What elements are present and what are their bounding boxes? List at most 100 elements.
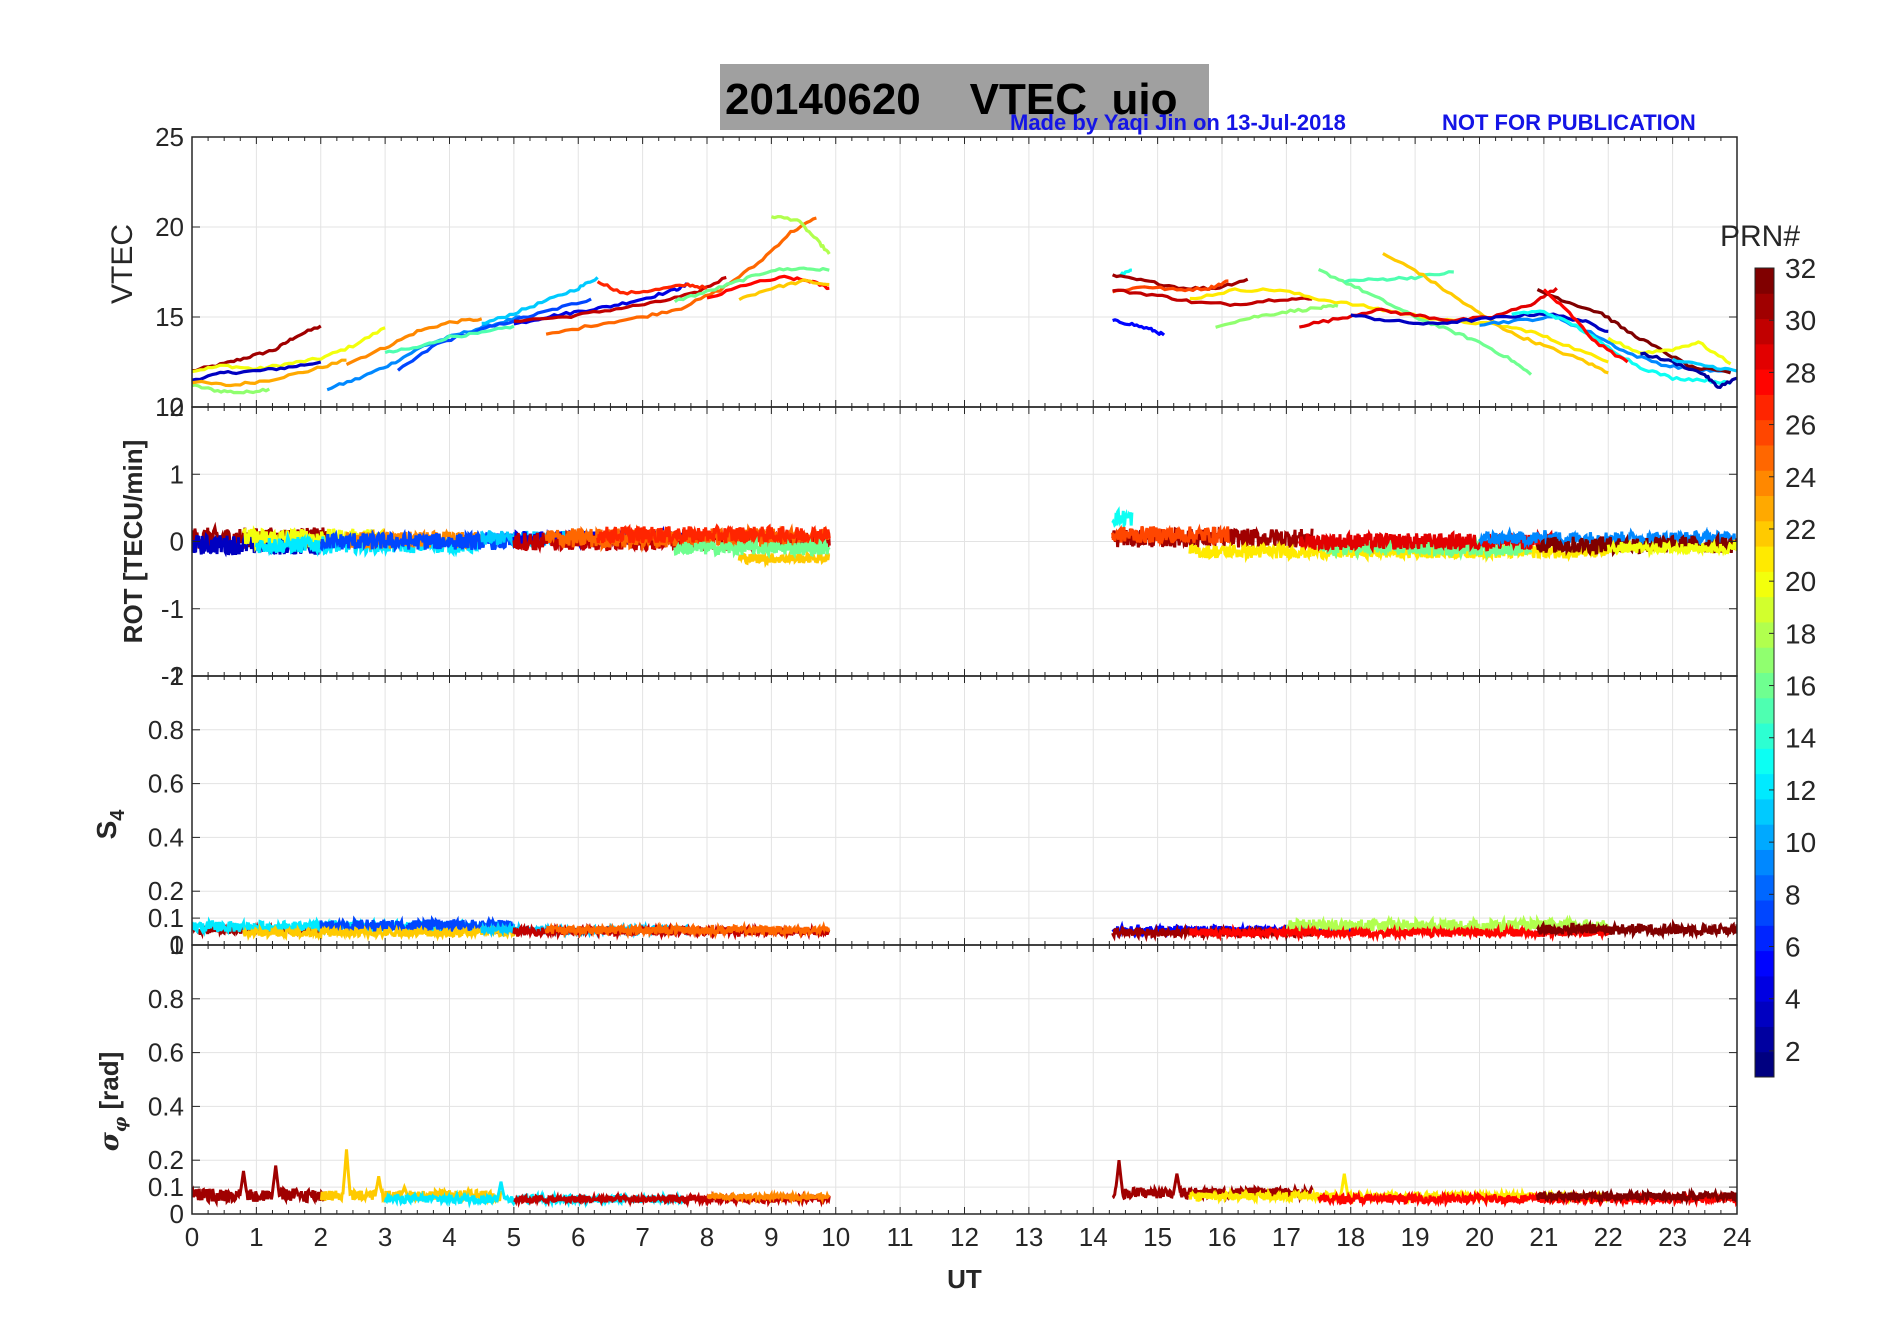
x-tick-label: 24 bbox=[1723, 1222, 1752, 1252]
colorbar-tick-label: 6 bbox=[1785, 932, 1801, 963]
x-tick-label: 10 bbox=[821, 1222, 850, 1252]
series-line bbox=[673, 536, 831, 560]
x-tick-label: 22 bbox=[1594, 1222, 1623, 1252]
x-tick-label: 15 bbox=[1143, 1222, 1172, 1252]
colorbar-segment bbox=[1755, 975, 1774, 1002]
y-tick-label: 15 bbox=[155, 302, 184, 332]
colorbar-segment bbox=[1755, 318, 1774, 345]
x-tick-label: 16 bbox=[1208, 1222, 1237, 1252]
y-tick-label: 0.8 bbox=[148, 984, 184, 1014]
series-line bbox=[1111, 523, 1230, 548]
y-tick-label: -1 bbox=[161, 594, 184, 624]
colorbar-segment bbox=[1755, 748, 1774, 775]
x-tick-label: 19 bbox=[1401, 1222, 1430, 1252]
vtec-series-line bbox=[1536, 288, 1732, 375]
y-tick-label: 0 bbox=[170, 527, 184, 557]
x-tick-label: 5 bbox=[507, 1222, 521, 1252]
series-line bbox=[1535, 1186, 1737, 1206]
colorbar-segment bbox=[1755, 1001, 1774, 1027]
y-tick-label: 0.6 bbox=[148, 769, 184, 799]
x-tick-label: 21 bbox=[1529, 1222, 1558, 1252]
y-tick-label: 2 bbox=[170, 392, 184, 422]
title-box bbox=[720, 64, 1209, 130]
colorbar-segment bbox=[1755, 444, 1774, 471]
series-group bbox=[192, 913, 1737, 943]
x-tick-label: 13 bbox=[1014, 1222, 1043, 1252]
y-tick-label: 0.2 bbox=[148, 876, 184, 906]
x-tick-label: 17 bbox=[1272, 1222, 1301, 1252]
colorbar-tick-label: 26 bbox=[1785, 410, 1816, 441]
y-tick-label: 0.1 bbox=[148, 1172, 184, 1202]
colorbar-segment bbox=[1755, 394, 1774, 421]
colorbar-tick-label: 30 bbox=[1785, 305, 1816, 336]
vtec-series-line bbox=[1343, 270, 1454, 284]
vtec-series-line bbox=[1542, 288, 1629, 364]
colorbar-segment bbox=[1755, 369, 1774, 395]
x-tick-label: 0 bbox=[185, 1222, 199, 1252]
y-axis-label-main: S bbox=[91, 821, 122, 840]
colorbar-segment bbox=[1755, 647, 1774, 673]
colorbar-tick-label: 22 bbox=[1785, 514, 1816, 545]
series-line bbox=[1111, 1160, 1314, 1204]
colorbar-segment bbox=[1755, 1026, 1774, 1053]
y-axis-label-unit: [rad] bbox=[94, 1052, 124, 1117]
x-tick-label: 9 bbox=[764, 1222, 778, 1252]
series-group bbox=[192, 215, 1737, 395]
y-tick-label: 0 bbox=[170, 930, 184, 960]
vtec-series-line bbox=[1112, 318, 1166, 337]
y-axis-label: σφ [rad] bbox=[94, 1052, 131, 1152]
y-tick-label: 10 bbox=[155, 392, 184, 422]
x-tick-label: 7 bbox=[635, 1222, 649, 1252]
vtec-series-line bbox=[1112, 288, 1313, 307]
series-line bbox=[737, 549, 831, 568]
vtec-series-line bbox=[192, 360, 322, 382]
x-axis: 0 1 2 3 4 5 6 7 8 9 10 11 12 13 14 15 16 17 18 19 20 21 22 23 24… bbox=[185, 1222, 1752, 1294]
colorbar-segment bbox=[1755, 293, 1774, 320]
vtec-series-line bbox=[192, 383, 271, 395]
rot-panel: -2 -1 0 1 2 ROT [TECU/min] bbox=[118, 392, 1738, 691]
y-tick-label: 0 bbox=[170, 1199, 184, 1229]
x-tick-label: 23 bbox=[1658, 1222, 1687, 1252]
x-tick-label: 8 bbox=[700, 1222, 714, 1252]
colorbar-segment bbox=[1755, 596, 1774, 623]
vtec-series-line bbox=[1111, 273, 1249, 291]
colorbar-tick-label: 32 bbox=[1785, 253, 1816, 284]
colorbar-segment bbox=[1755, 419, 1774, 446]
series-line bbox=[706, 1189, 831, 1206]
colorbar-tick-label: 18 bbox=[1785, 618, 1816, 649]
colorbar-tick-label: 4 bbox=[1785, 984, 1801, 1015]
colorbar-segment bbox=[1755, 495, 1774, 522]
series-line bbox=[242, 923, 516, 942]
colorbar-segment bbox=[1755, 798, 1774, 825]
chart-title: 20140620 VTEC uio bbox=[725, 75, 1178, 124]
vtec-series-line bbox=[192, 326, 386, 374]
series-line bbox=[1111, 506, 1134, 531]
y-tick-label: 1 bbox=[170, 459, 184, 489]
series-line bbox=[596, 523, 831, 549]
x-tick-label: 18 bbox=[1336, 1222, 1365, 1252]
vtec-series-line bbox=[513, 275, 727, 323]
colorbar-tick-label: 20 bbox=[1785, 566, 1816, 597]
vtec-series-line bbox=[345, 317, 483, 366]
y-tick-label: 0.2 bbox=[148, 1145, 184, 1175]
y-axis-label: S4 bbox=[91, 809, 129, 840]
vtec-series-line bbox=[673, 266, 830, 303]
colorbar-segment bbox=[1755, 470, 1774, 497]
colorbar-segment bbox=[1755, 520, 1774, 547]
series-line bbox=[544, 920, 831, 940]
series-group bbox=[192, 506, 1737, 568]
colorbar-tick-label: 8 bbox=[1785, 879, 1801, 910]
vtec-series-line bbox=[770, 215, 831, 255]
credit-note: Made by Yaqi Jin on 13-Jul-2018 bbox=[1010, 110, 1346, 135]
vtec-series-line bbox=[1640, 351, 1737, 389]
x-axis-label: UT bbox=[947, 1264, 982, 1294]
vtec-series-line bbox=[738, 278, 830, 302]
colorbar-segment bbox=[1755, 571, 1774, 598]
colorbar-segment bbox=[1755, 874, 1774, 901]
colorbar-segment bbox=[1755, 849, 1774, 876]
vtec-series-line bbox=[545, 216, 817, 336]
